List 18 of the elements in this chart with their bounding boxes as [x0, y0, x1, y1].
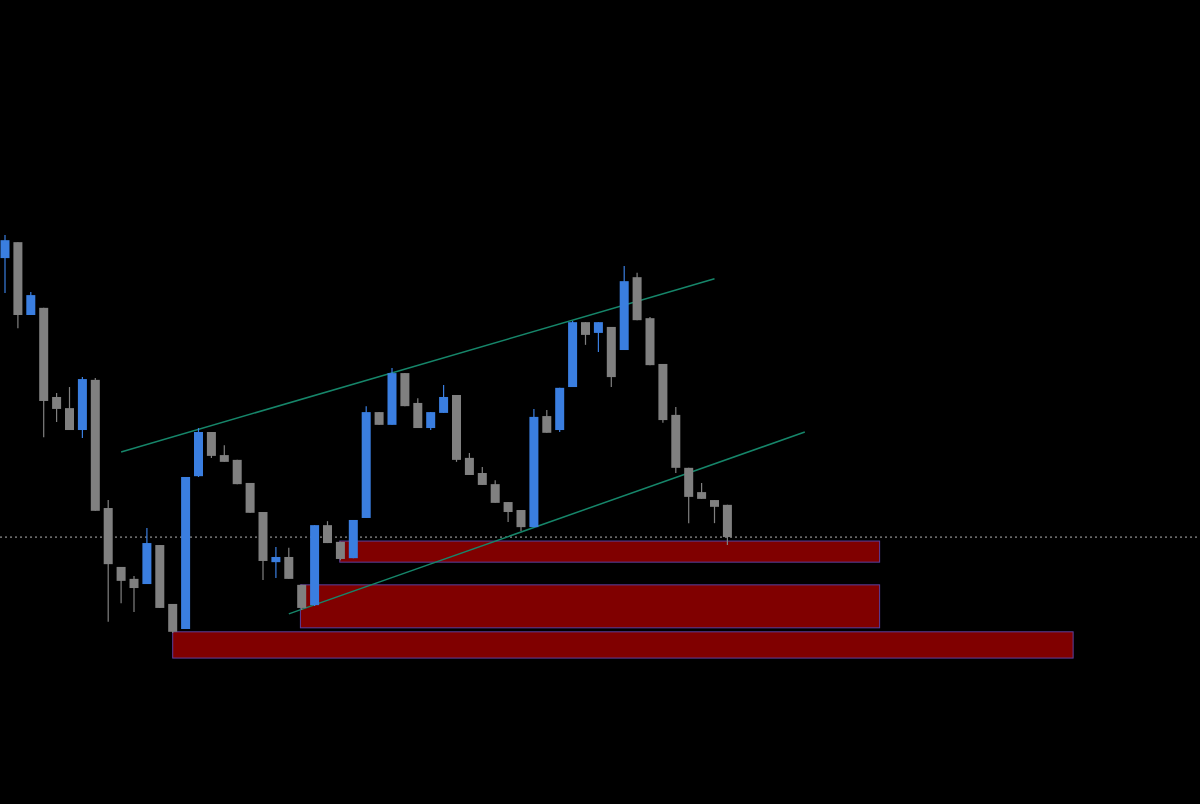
candlestick: [129, 575, 139, 613]
candlestick: [284, 547, 294, 580]
candlestick: [516, 509, 526, 532]
candlestick: [116, 566, 126, 604]
candlestick: [52, 392, 62, 423]
candlestick: [297, 584, 307, 611]
candlestick: [206, 431, 216, 459]
candlestick: [710, 499, 719, 524]
candlestick: [464, 452, 474, 476]
candlestick: [503, 501, 513, 523]
candlestick: [542, 409, 552, 434]
candlestick: [0, 234, 10, 294]
candlestick: [65, 386, 74, 431]
candlestick: [271, 546, 281, 579]
candlestick: [490, 479, 500, 504]
candlestick: [593, 321, 603, 353]
candlestick: [439, 384, 449, 414]
candlestick: [581, 321, 590, 346]
